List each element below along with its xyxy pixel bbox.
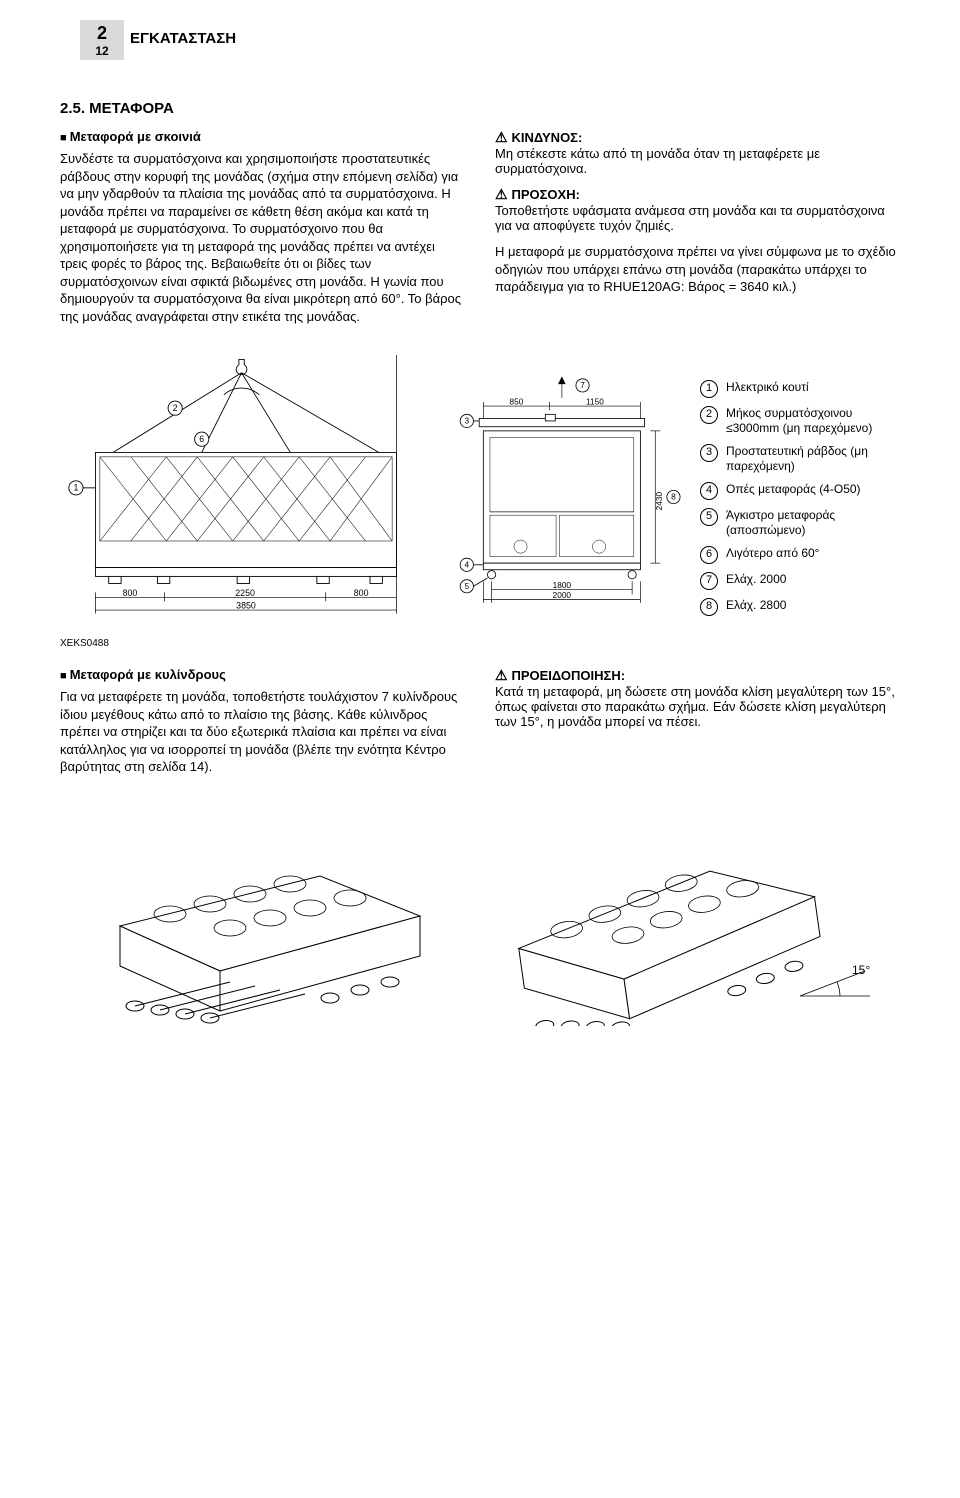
legend-label: Μήκος συρματόσχοινου ≤3000mm (μη παρεχόμ… bbox=[726, 406, 900, 436]
section-heading: 2.5. ΜΕΤΑΦΟΡΑ bbox=[60, 100, 900, 117]
figure-isometric-tilted: 15° bbox=[480, 806, 880, 1029]
tilt-angle: 15° bbox=[852, 963, 870, 977]
legend-label: Οπές μεταφοράς (4-O50) bbox=[726, 482, 861, 500]
figure-legend: 1 Ηλεκτρικό κουτί 2 Μήκος συρματόσχοινου ≤… bbox=[700, 380, 900, 624]
legend-num: 4 bbox=[700, 482, 718, 500]
svg-text:800: 800 bbox=[354, 588, 369, 598]
svg-text:6: 6 bbox=[199, 434, 204, 444]
warning-label: ΠΡΟΕΙΔΟΠΟΙΗΣΗ: bbox=[495, 667, 900, 684]
figure-isometric-flat bbox=[80, 806, 460, 1029]
chapter-title: ΕΓΚΑΤΑΣΤΑΣΗ bbox=[130, 30, 236, 47]
legend-label: Ελάχ. 2000 bbox=[726, 572, 786, 590]
legend-num: 8 bbox=[700, 598, 718, 616]
svg-text:3: 3 bbox=[465, 417, 470, 426]
page-tab: 2 12 bbox=[80, 20, 124, 60]
legend-label: Λιγότερο από 60° bbox=[726, 546, 819, 564]
caution-box: ΠΡΟΣΟΧΗ: Τοποθετήστε υφάσματα ανάμεσα στ… bbox=[495, 186, 900, 233]
svg-text:850: 850 bbox=[510, 398, 524, 407]
svg-text:1150: 1150 bbox=[586, 398, 604, 407]
figure-reference: XEKS0488 bbox=[60, 638, 900, 649]
legend-num: 6 bbox=[700, 546, 718, 564]
danger-body: Μη στέκεστε κάτω από τη μονάδα όταν τη μ… bbox=[495, 146, 900, 176]
danger-box: ΚΙΝΔΥΝΟΣ: Μη στέκεστε κάτω από τη μονάδα… bbox=[495, 129, 900, 176]
legend-label: Ελάχ. 2800 bbox=[726, 598, 786, 616]
svg-text:5: 5 bbox=[465, 582, 470, 591]
paragraph-rope: Συνδέστε τα συρματόσχοινα και χρησιμοποι… bbox=[60, 150, 465, 325]
page-header: 2 12 ΕΓΚΑΤΑΣΤΑΣΗ bbox=[60, 20, 900, 60]
caution-body: Τοποθετήστε υφάσματα ανάμεσα στη μονάδα … bbox=[495, 203, 900, 233]
legend-label: Προστατευτική ράβδος (μη παρεχόμενη) bbox=[726, 444, 900, 474]
svg-text:2000: 2000 bbox=[553, 591, 572, 600]
svg-text:2: 2 bbox=[173, 403, 178, 413]
figure-front-view: 1 2 6 bbox=[60, 355, 432, 624]
legend-label: Άγκιστρο μεταφοράς (αποσπώμενο) bbox=[726, 508, 900, 538]
warning-box: ΠΡΟΕΙΔΟΠΟΙΗΣΗ: Κατά τη μεταφορά, μη δώσε… bbox=[495, 667, 900, 729]
page-number: 12 bbox=[95, 44, 108, 58]
svg-text:800: 800 bbox=[123, 588, 138, 598]
svg-text:3850: 3850 bbox=[236, 601, 256, 611]
paragraph-example: Η μεταφορά με συρματόσχοινα πρέπει να γί… bbox=[495, 243, 900, 296]
svg-text:2430: 2430 bbox=[655, 492, 664, 511]
svg-text:1800: 1800 bbox=[553, 581, 572, 590]
svg-text:8: 8 bbox=[671, 493, 676, 502]
legend-num: 7 bbox=[700, 572, 718, 590]
legend-num: 5 bbox=[700, 508, 718, 526]
figure-side-view: 7 850 1150 3 bbox=[442, 373, 690, 624]
subsection-rope: Μεταφορά με σκοινιά bbox=[60, 129, 465, 144]
paragraph-rollers: Για να μεταφέρετε τη μονάδα, τοποθετήστε… bbox=[60, 688, 465, 776]
legend-num: 1 bbox=[700, 380, 718, 398]
subsection-rollers: Μεταφορά με κυλίνδρους bbox=[60, 667, 465, 682]
legend-num: 3 bbox=[700, 444, 718, 462]
warning-body: Κατά τη μεταφορά, μη δώσετε στη μονάδα κ… bbox=[495, 684, 900, 729]
svg-text:4: 4 bbox=[465, 560, 470, 569]
chapter-number: 2 bbox=[97, 23, 107, 44]
svg-text:2250: 2250 bbox=[235, 588, 255, 598]
svg-text:1: 1 bbox=[73, 483, 78, 493]
caution-label: ΠΡΟΣΟΧΗ: bbox=[495, 186, 900, 203]
legend-num: 2 bbox=[700, 406, 718, 424]
danger-label: ΚΙΝΔΥΝΟΣ: bbox=[495, 129, 900, 146]
svg-text:7: 7 bbox=[580, 381, 585, 390]
legend-label: Ηλεκτρικό κουτί bbox=[726, 380, 809, 398]
